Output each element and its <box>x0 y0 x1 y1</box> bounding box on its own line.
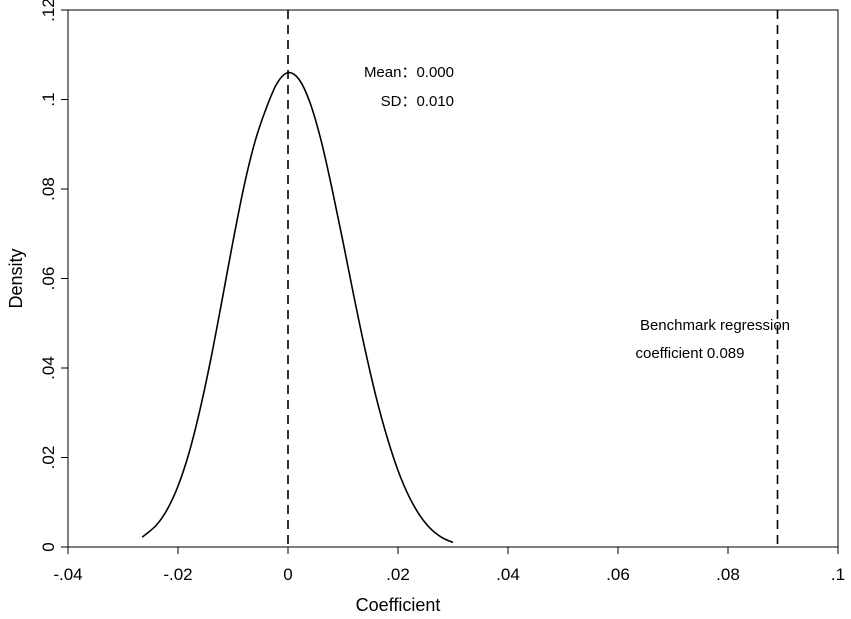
y-tick-label: .1 <box>39 92 58 106</box>
y-tick-label: .12 <box>39 0 58 22</box>
y-tick-label: .06 <box>39 267 58 291</box>
x-axis: -.04 -.02 0 .02 .04 .06 .08 .1 <box>53 547 845 584</box>
plot-frame <box>67 9 839 548</box>
x-tick-label: -.04 <box>53 565 82 584</box>
y-tick-label: .04 <box>39 356 58 380</box>
y-tick-label: 0 <box>39 542 58 551</box>
y-tick-label: .08 <box>39 177 58 201</box>
x-tick-label: .04 <box>496 565 520 584</box>
y-axis-title: Density <box>6 248 26 308</box>
x-tick-label: 0 <box>283 565 292 584</box>
reference-lines <box>287 10 779 547</box>
x-tick-label: .08 <box>716 565 740 584</box>
y-tick-label: .02 <box>39 446 58 470</box>
x-axis-title: Coefficient <box>356 595 441 615</box>
x-tick-label: -.02 <box>163 565 192 584</box>
sd-annotation: SD：0.010 <box>381 93 454 110</box>
y-axis: 0 .02 .04 .06 .08 .1 .12 <box>39 0 68 552</box>
density-curve <box>141 71 454 544</box>
x-tick-label: .06 <box>606 565 630 584</box>
x-tick-label: .1 <box>831 565 845 584</box>
benchmark-annotation-line2: coefficient 0.089 <box>636 345 745 362</box>
benchmark-annotation-line1: Benchmark regression <box>640 317 790 334</box>
x-tick-label: .02 <box>386 565 410 584</box>
mean-annotation: Mean：0.000 <box>364 64 454 81</box>
